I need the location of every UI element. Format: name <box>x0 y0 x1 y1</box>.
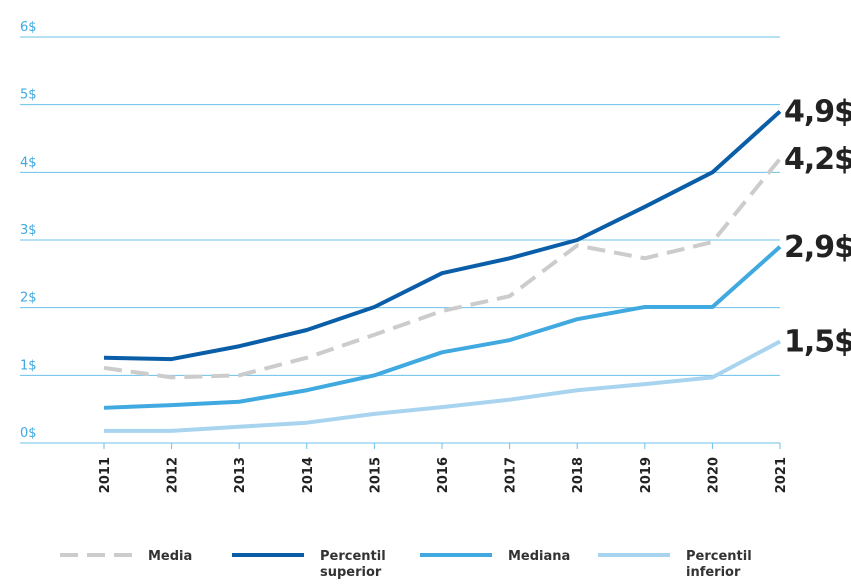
legend-label-line: superior <box>320 565 382 580</box>
y-tick-label: 6$ <box>20 20 37 35</box>
x-tick-label: 2014 <box>301 457 316 493</box>
value-label: 4,2$ <box>784 142 851 177</box>
legend-label: Media <box>148 549 192 564</box>
x-tick-label: 2015 <box>368 457 383 493</box>
value-label: 2,9$ <box>784 230 851 265</box>
y-tick-label: 4$ <box>20 155 37 170</box>
series-line <box>104 339 781 433</box>
x-tick-label: 2012 <box>166 457 181 493</box>
x-tick-label: 2019 <box>639 457 654 493</box>
legend-label-line: inferior <box>686 565 741 580</box>
value-label: 1,5$ <box>784 325 851 360</box>
series-line <box>103 157 782 380</box>
y-tick-label: 1$ <box>20 358 37 373</box>
y-tick-label: 0$ <box>20 426 37 441</box>
legend-label: Mediana <box>508 549 570 564</box>
series-line <box>103 109 782 362</box>
legend-label: Percentil superior <box>320 549 390 580</box>
value-label: 4,9$ <box>784 94 851 129</box>
x-tick-label: 2016 <box>436 457 451 493</box>
y-tick-label: 3$ <box>20 223 37 238</box>
y-tick-label: 2$ <box>20 291 37 306</box>
x-tick-label: 2021 <box>774 457 789 493</box>
legend-label-line: Percentil <box>320 549 390 564</box>
x-tick-label: 2017 <box>504 457 519 493</box>
legend-label-line: Percentil <box>686 549 756 564</box>
x-tick-label: 2018 <box>571 457 586 493</box>
x-tick-label: 2011 <box>98 457 113 493</box>
legend-label: Percentil inferior <box>686 549 756 580</box>
x-tick-label: 2020 <box>706 457 721 493</box>
y-tick-label: 5$ <box>20 88 37 103</box>
x-tick-label: 2013 <box>233 457 248 493</box>
series-line <box>103 245 782 410</box>
